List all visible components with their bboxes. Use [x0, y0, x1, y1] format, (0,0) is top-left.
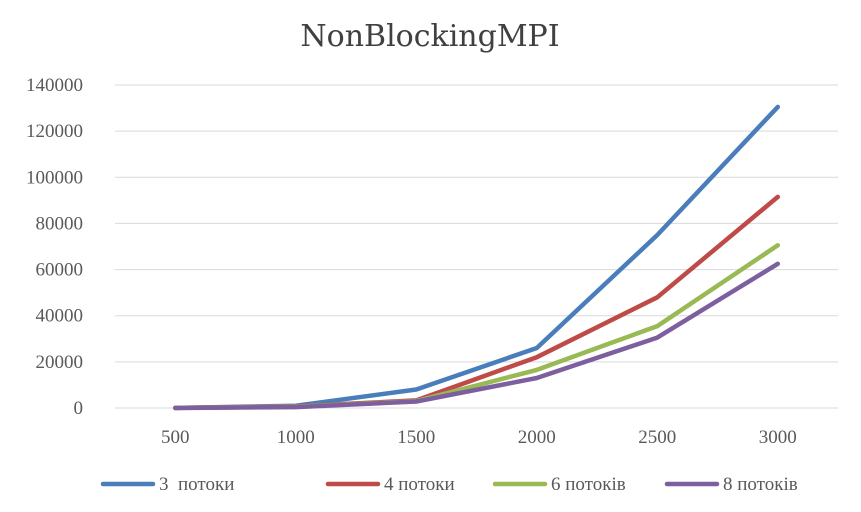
y-tick-label: 100000: [26, 167, 83, 188]
series-line-4: [173, 261, 781, 411]
y-tick-label: 120000: [26, 121, 83, 142]
y-tick-label: 0: [74, 398, 84, 419]
gridlines: [115, 84, 838, 409]
x-axis-ticks: 500 1000 1500 2000 2500 3000: [161, 427, 797, 448]
y-tick-label: 80000: [36, 213, 84, 234]
x-tick-label: 2000: [518, 427, 556, 448]
y-axis-ticks: 0 20000 40000 60000 80000 100000 120000 140000: [26, 75, 83, 419]
x-tick-label: 3000: [759, 427, 797, 448]
legend-label: 8 потоків: [723, 474, 798, 495]
y-tick-label: 40000: [36, 306, 84, 327]
x-tick-label: 500: [161, 427, 190, 448]
legend: 3 потоки 4 потоки 6 потоків 8 потоків: [100, 474, 798, 495]
series-line-1: [173, 104, 781, 411]
legend-item: 6 потоків: [492, 474, 626, 495]
legend-label: 6 потоків: [551, 474, 626, 495]
y-tick-label: 60000: [36, 260, 84, 281]
legend-item: 4 потоки: [325, 474, 455, 495]
chart-title: NonBlockingMPI: [300, 19, 559, 54]
legend-item: 8 потоків: [664, 474, 798, 495]
legend-label: 4 потоки: [384, 474, 455, 495]
x-tick-label: 2500: [638, 427, 676, 448]
legend-label: 3 потоки: [159, 474, 234, 495]
x-tick-label: 1000: [277, 427, 315, 448]
legend-item: 3 потоки: [100, 474, 234, 495]
series-line-2: [173, 194, 781, 411]
y-tick-label: 20000: [36, 352, 84, 373]
x-tick-label: 1500: [397, 427, 435, 448]
y-tick-label: 140000: [26, 75, 83, 96]
series-lines: [173, 104, 781, 411]
